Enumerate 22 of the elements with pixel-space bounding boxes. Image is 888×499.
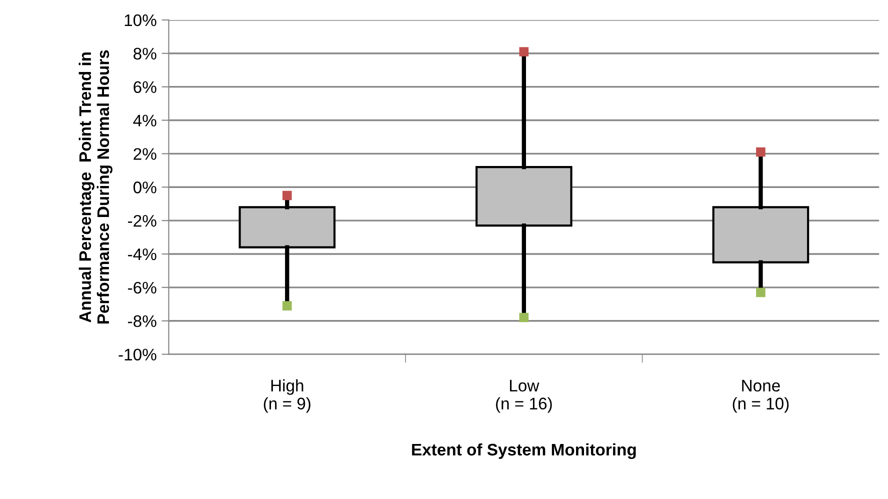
x-tick-label: None (n = 10) — [732, 380, 789, 413]
point — [282, 301, 292, 310]
x-tick-label: High (n = 9) — [264, 379, 310, 413]
point — [519, 47, 529, 56]
x-axis-title: Extent of System Monitoring — [412, 443, 636, 459]
point — [519, 312, 529, 322]
x-tick-label: Low (n = 16) — [496, 380, 552, 413]
y-tick-label: -2% — [128, 214, 156, 227]
y-tick-label: 8% — [134, 48, 156, 60]
y-tick-label: 2% — [134, 148, 156, 160]
y-axis-title: Annual Percentage Point Trend in Performance During Normal Hours — [78, 50, 112, 324]
y-tick-label: -8% — [128, 315, 156, 328]
point — [756, 288, 766, 298]
y-tick-label: -6% — [128, 282, 156, 294]
point — [756, 147, 766, 157]
y-tick-label: 4% — [133, 114, 156, 126]
y-tick-label: 0% — [133, 182, 156, 194]
y-tick-label: -4% — [128, 248, 156, 260]
y-tick-label: 10% — [124, 14, 156, 26]
y-tick-label: -10% — [118, 348, 156, 360]
point — [282, 190, 292, 200]
y-tick-label: 6% — [134, 81, 156, 94]
